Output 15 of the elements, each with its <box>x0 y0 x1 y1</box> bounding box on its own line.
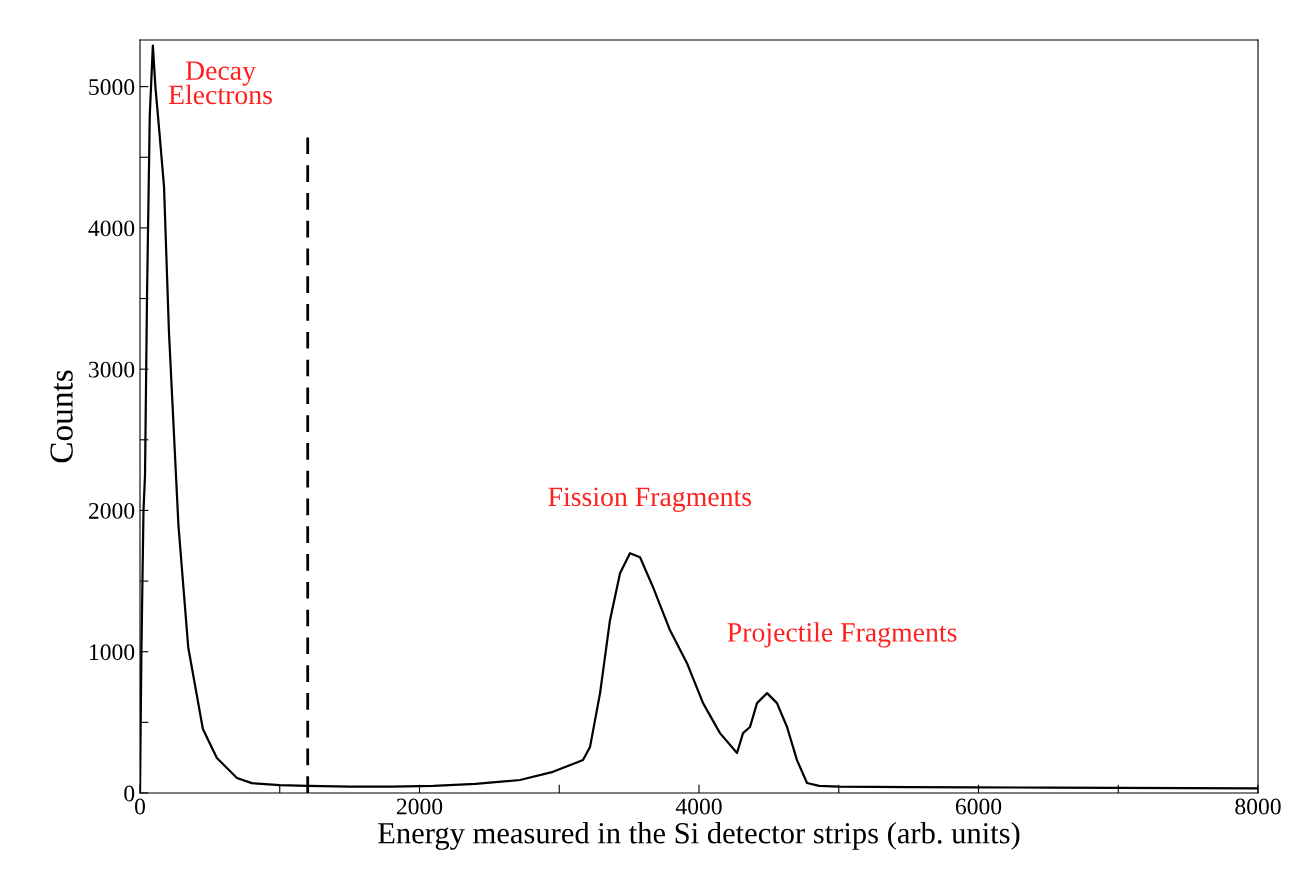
y-tick-label: 1000 <box>89 644 135 661</box>
y-tick-label: 3000 <box>89 361 135 378</box>
y-tick-label: 2000 <box>88 502 135 519</box>
x-tick-label: 4000 <box>675 798 722 815</box>
x-tick-label: 8000 <box>1235 798 1281 815</box>
y-tick-label: 4000 <box>88 220 135 237</box>
y-tick-label: 0 <box>124 785 135 802</box>
x-tick-label: 2000 <box>396 798 443 815</box>
annotation: Projectile Fragments <box>727 622 957 648</box>
y-axis-title: Counts <box>50 370 73 463</box>
x-tick-label: 6000 <box>955 798 1002 815</box>
annotation: Fission Fragments <box>548 487 752 512</box>
y-tick-label: 5000 <box>89 79 135 96</box>
x-axis-title: Energy measured in the Si detector strips (arb. units) <box>378 822 1020 850</box>
annotation: Decay Electrons <box>168 61 272 105</box>
